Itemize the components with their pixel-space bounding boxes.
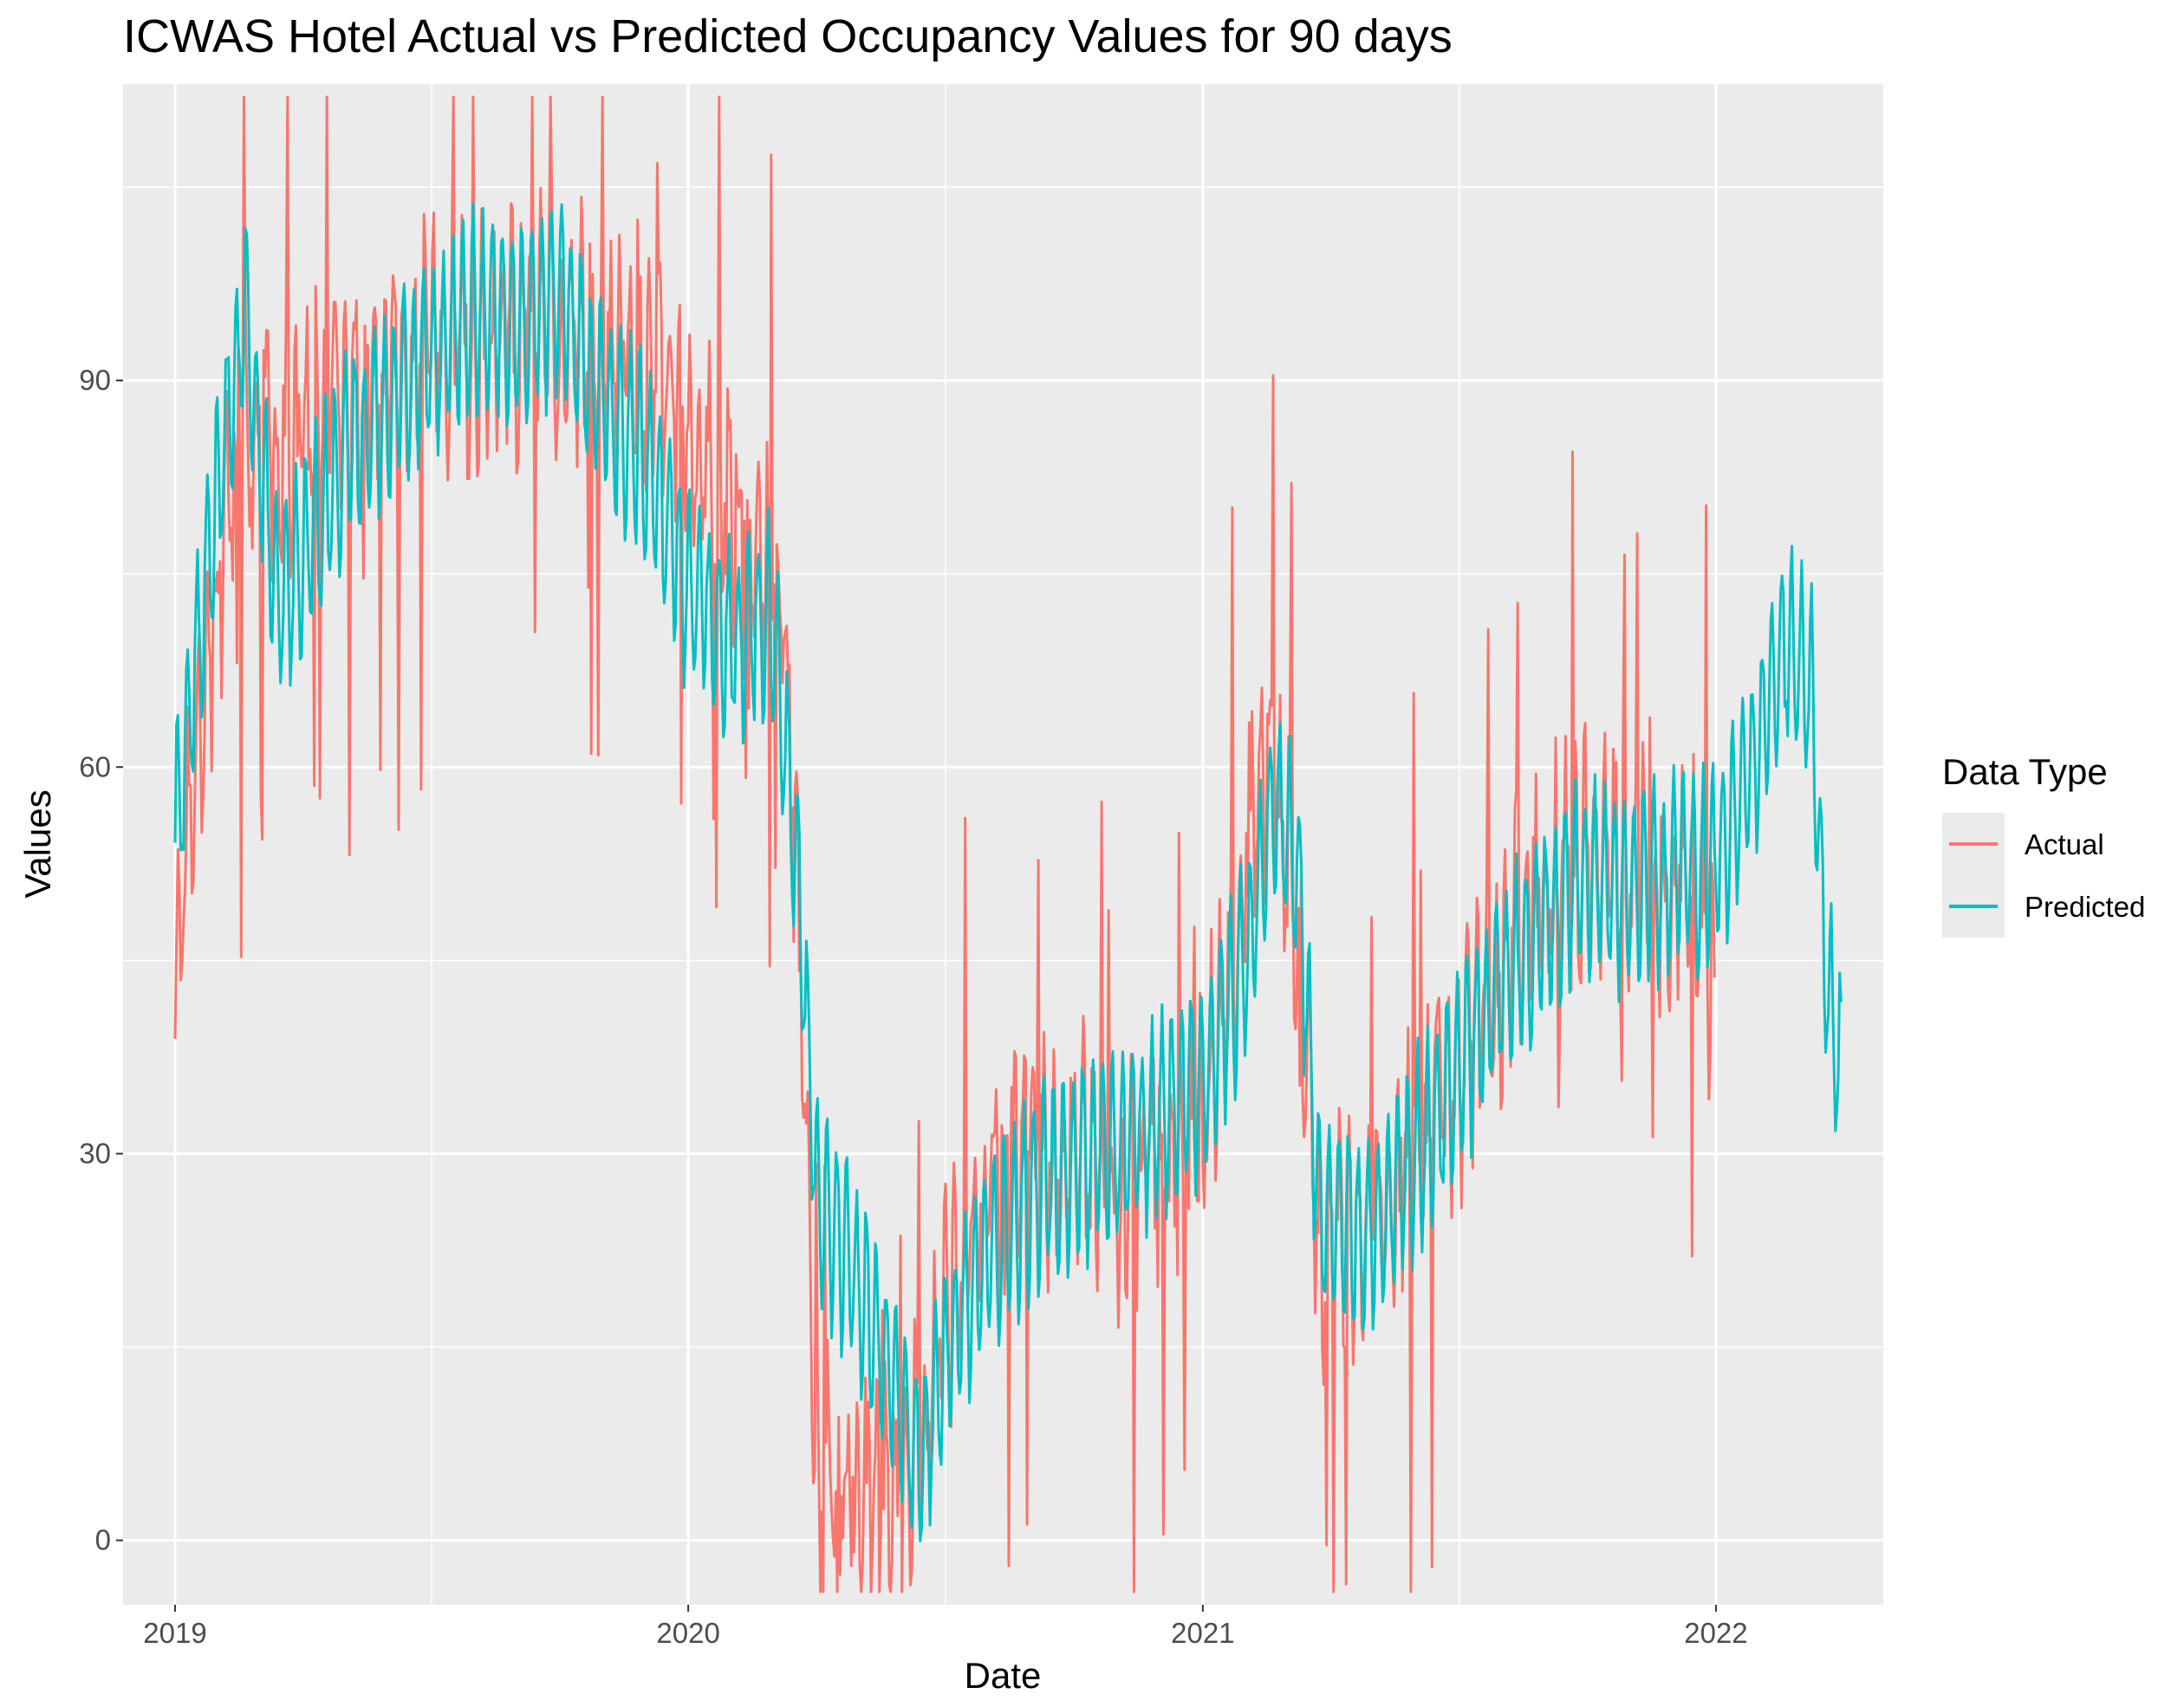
y-tick-label: 90	[79, 364, 111, 396]
x-tick-label: 2021	[1171, 1617, 1234, 1649]
y-tick-label: 60	[79, 750, 111, 782]
series-line-predicted	[173, 202, 1843, 1542]
y-axis-title: Values	[17, 789, 58, 898]
legend-label-actual: Actual	[2025, 828, 2104, 860]
x-tick-label: 2022	[1684, 1617, 1747, 1649]
x-tick-label: 2020	[656, 1617, 719, 1649]
x-tick-label: 2019	[143, 1617, 206, 1649]
y-tick-label: 30	[79, 1137, 111, 1169]
series-layer	[173, 95, 1843, 1593]
x-axis: 2019 2020 2021 2022	[143, 1605, 1748, 1649]
legend: Data Type Actual Predicted	[1942, 751, 2145, 938]
legend-key-background	[1942, 813, 2005, 938]
y-tick-label: 0	[95, 1524, 111, 1556]
legend-title: Data Type	[1942, 751, 2108, 792]
minor-gridlines	[123, 84, 1883, 1605]
y-axis: 0 30 60 90	[79, 364, 123, 1556]
chart-title: ICWAS Hotel Actual vs Predicted Occupanc…	[123, 10, 1453, 62]
x-axis-title: Date	[965, 1655, 1042, 1696]
legend-label-predicted: Predicted	[2025, 891, 2145, 923]
